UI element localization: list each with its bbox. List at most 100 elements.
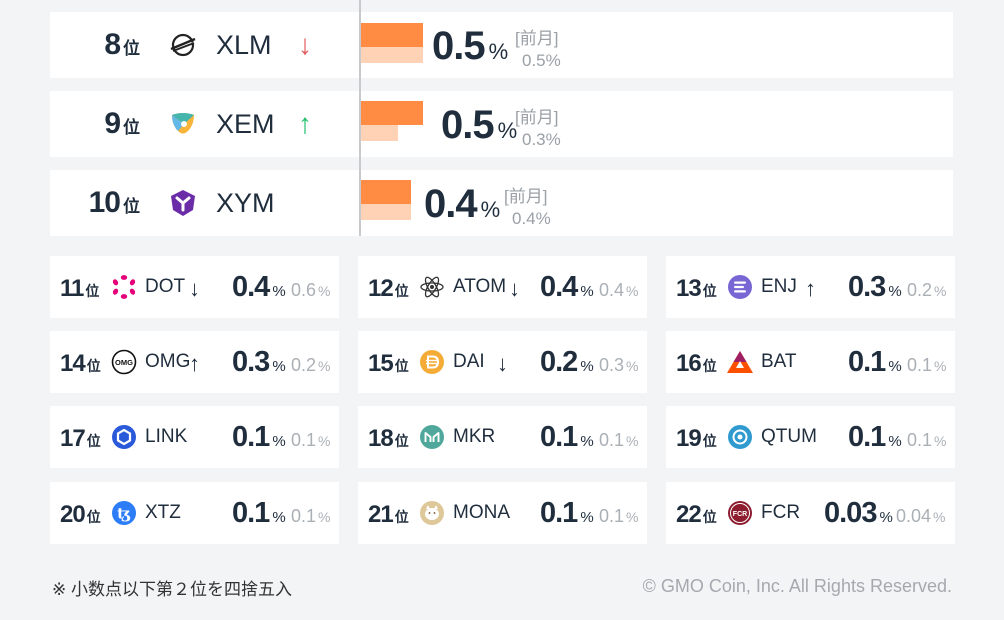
trend-down-icon: ↓	[509, 276, 520, 301]
rank-number: 15 位	[368, 350, 409, 377]
trend-up-icon: ↑	[298, 108, 312, 139]
prev-month-label: [前月]	[504, 187, 548, 206]
tezos-icon: ꜩ	[110, 499, 138, 527]
rank-number: 14 位	[60, 350, 101, 377]
symbol-icon	[166, 186, 200, 220]
prev-month-value: 0.1%	[291, 430, 331, 450]
share-value: 0.4%	[232, 271, 286, 303]
trend-up-icon: ↑	[805, 276, 816, 301]
coin-symbol: XYM	[216, 187, 275, 218]
share-value: 0.3%	[848, 271, 902, 303]
rank-row-10-label: 10 位 XYM	[50, 170, 359, 236]
rank-number: 21 位	[368, 501, 409, 528]
rank-card-18: 18 位 MKR 0.1% 0.1%	[358, 406, 647, 468]
rank-number: 17 位	[60, 425, 101, 452]
coin-symbol: FCR	[761, 502, 801, 523]
prev-month-label: [前月]	[515, 108, 559, 127]
coin-symbol: BAT	[761, 351, 797, 372]
bat-icon	[726, 348, 754, 376]
share-value: 0.3%	[232, 346, 286, 378]
chainlink-icon	[110, 423, 138, 451]
coin-symbol: MONA	[453, 502, 510, 523]
coin-symbol: XTZ	[145, 502, 181, 523]
prev-month-value: 0.3%	[599, 355, 639, 375]
prev-month-value: 0.1%	[599, 430, 639, 450]
rank-card-14: 14 位 OMG OMG ↑ 0.3% 0.2%	[50, 331, 339, 393]
prev-month-value: 0.1%	[907, 355, 947, 375]
share-bar	[361, 101, 423, 125]
monacoin-icon	[418, 499, 446, 527]
enjin-icon	[726, 273, 754, 301]
rank-card-19: 19 位 QTUM 0.1% 0.1%	[666, 406, 955, 468]
prev-month-value: 0.1%	[291, 506, 331, 526]
rank-card-11: 11 位 DOT ↓ 0.4% 0.6%	[50, 256, 339, 318]
prev-month-value: 0.2%	[907, 280, 947, 300]
rank-card-12: 12 位 ATOM ↓ 0.4% 0.4%	[358, 256, 647, 318]
trend-down-icon: ↓	[298, 29, 312, 60]
dai-icon	[418, 348, 446, 376]
prev-month-value: 0.1%	[907, 430, 947, 450]
prev-share-bar	[361, 47, 423, 63]
rank-card-16: 16 位 BAT 0.1% 0.1%	[666, 331, 955, 393]
polkadot-icon	[110, 273, 138, 301]
rank-card-15: 15 位 DAI ↓ 0.2% 0.3%	[358, 331, 647, 393]
prev-month-value: 0.4%	[512, 209, 551, 228]
prev-share-bar	[361, 204, 411, 220]
svg-text:FCR: FCR	[733, 511, 747, 518]
coin-symbol: XEM	[216, 108, 275, 139]
rank-number: 20 位	[60, 501, 101, 528]
share-value: 0.1%	[232, 421, 286, 453]
share-value: 0.1%	[848, 421, 902, 453]
rank-number: 22 位	[676, 501, 717, 528]
qtum-icon	[726, 423, 754, 451]
rank-card-22: 22 位 FCR FCR 0.03% 0.04%	[666, 482, 955, 544]
share-value: 0.1%	[540, 497, 594, 529]
rank-row-10-bar: 0.4% [前月] 0.4%	[361, 170, 953, 236]
prev-month-value: 0.1%	[599, 506, 639, 526]
prev-month-value: 0.4%	[599, 280, 639, 300]
coin-symbol: DAI	[453, 351, 485, 372]
prev-month-value: 0.04%	[896, 506, 946, 526]
stellar-icon	[166, 28, 200, 62]
share-value: 0.5%	[432, 24, 508, 68]
svg-text:ꜩ: ꜩ	[117, 505, 131, 523]
rank-card-20: 20 位 ꜩ XTZ 0.1% 0.1%	[50, 482, 339, 544]
trend-down-icon: ↓	[189, 276, 200, 301]
coin-symbol: LINK	[145, 426, 188, 447]
rank-number: 11 位	[60, 275, 100, 302]
rank-card-13: 13 位 ENJ ↑ 0.3% 0.2%	[666, 256, 955, 318]
coin-symbol: MKR	[453, 426, 496, 447]
rank-number: 10 位	[88, 186, 140, 219]
prev-month-value: 0.5%	[522, 51, 561, 70]
nem-icon	[166, 107, 200, 141]
chart-axis-divider	[359, 0, 361, 236]
share-value: 0.4%	[540, 271, 594, 303]
rounding-footnote: ※ 小数点以下第２位を四捨五入	[52, 580, 292, 599]
prev-month-label: [前月]	[515, 29, 559, 48]
copyright-text: © GMO Coin, Inc. All Rights Reserved.	[642, 576, 952, 596]
coin-symbol: QTUM	[761, 426, 817, 447]
coin-symbol: OMG	[145, 351, 191, 372]
rank-row-9-bar: 0.5% [前月] 0.3%	[361, 91, 953, 157]
coin-symbol: DOT	[145, 276, 186, 297]
share-bar	[361, 180, 411, 204]
share-value: 0.4%	[424, 182, 500, 226]
share-value: 0.1%	[540, 421, 594, 453]
svg-text:OMG: OMG	[115, 358, 133, 367]
cosmos-icon	[418, 273, 446, 301]
trend-up-icon: ↑	[189, 351, 200, 376]
rank-row-8-bar: 0.5% [前月] 0.5%	[361, 12, 953, 78]
rank-number: 12 位	[368, 275, 409, 302]
rank-number: 13 位	[676, 275, 717, 302]
maker-icon	[418, 423, 446, 451]
rank-number: 19 位	[676, 425, 717, 452]
trend-down-icon: ↓	[497, 351, 508, 376]
share-bar	[361, 23, 423, 47]
coin-symbol: XLM	[216, 29, 272, 60]
rank-number: 18 位	[368, 425, 409, 452]
rank-card-17: 17 位 LINK 0.1% 0.1%	[50, 406, 339, 468]
share-value: 0.2%	[540, 346, 594, 378]
